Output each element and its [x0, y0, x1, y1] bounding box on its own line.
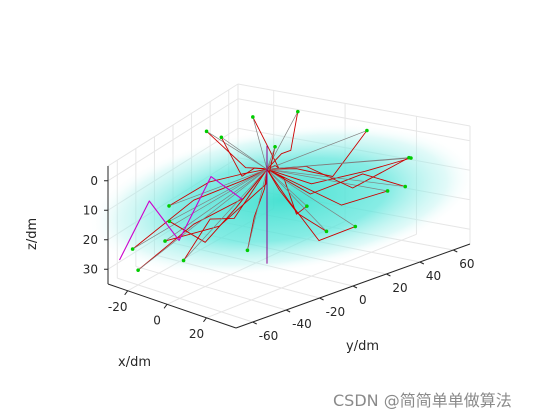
start-marker: [353, 224, 358, 229]
x-tick-label: 20: [189, 327, 204, 341]
y-tick: [285, 309, 291, 313]
x-axis-label: x/dm: [118, 355, 151, 370]
hub-line: [266, 168, 406, 187]
x-tick: [124, 290, 129, 296]
y-tick: [453, 249, 458, 253]
hub-line: [221, 136, 268, 170]
hub-line: [266, 157, 409, 170]
grid-line: [135, 265, 287, 311]
y-tick: [319, 297, 324, 301]
start-marker: [167, 204, 171, 208]
x-tick: [203, 317, 207, 323]
z-tick-label: 10: [83, 203, 98, 217]
x-tick-label: -20: [108, 300, 128, 314]
hub-line: [183, 169, 268, 261]
y-axis-label: y/dm: [346, 339, 379, 354]
z-tick-label: 20: [83, 233, 98, 247]
start-marker: [403, 184, 408, 189]
hub-line: [266, 169, 327, 232]
y-tick-label: -60: [259, 329, 279, 343]
y-tick-label: 40: [426, 269, 441, 283]
magenta-trajectory: [119, 176, 243, 261]
hub-line: [266, 168, 356, 227]
hub-line: [169, 168, 268, 222]
start-marker: [130, 247, 135, 251]
trajectory-line: [266, 111, 299, 170]
z-tick-label: 30: [83, 262, 98, 276]
trajectory-line: [266, 157, 412, 185]
box-edge: [107, 83, 239, 167]
trajectory-line: [168, 168, 268, 207]
start-marker: [305, 204, 309, 208]
z-axis-label: z/dm: [25, 218, 40, 250]
hub-line: [137, 168, 268, 271]
y-tick-label: 20: [392, 281, 407, 295]
surface-glow: [88, 123, 476, 277]
hub-line: [168, 168, 268, 207]
trajectory-line: [169, 168, 268, 243]
y-tick-label: 0: [359, 293, 367, 307]
x-tick-label: 0: [153, 313, 161, 327]
y-tick-label: -20: [326, 305, 346, 319]
trajectory-line: [266, 130, 368, 177]
start-marker: [219, 135, 224, 140]
cyan-surface: [88, 123, 476, 277]
grid-line: [117, 277, 253, 323]
hub-line: [247, 169, 268, 251]
start-marker: [136, 268, 140, 272]
box-edge: [237, 83, 471, 127]
start-marker: [273, 144, 277, 149]
start-marker: [385, 189, 390, 193]
start-marker: [204, 129, 209, 134]
y-tick: [419, 261, 425, 265]
y-tick: [386, 273, 391, 277]
axes: [104, 166, 471, 329]
start-marker: [181, 258, 186, 263]
trajectory-line: [220, 137, 268, 177]
tick-labels: -20 0 20 -60 -40 -20 0 20 40 60 0 10 20 30: [83, 174, 475, 343]
grid-line: [237, 98, 471, 142]
start-marker: [251, 115, 255, 119]
hub-line: [266, 146, 276, 170]
hub-line: [206, 131, 268, 170]
trajectories: [119, 109, 413, 272]
start-marker: [163, 239, 167, 243]
start-marker: [365, 128, 369, 133]
x-axis-line: [107, 283, 237, 329]
trajectory-line: [266, 168, 388, 206]
z-tick-label: 0: [90, 174, 98, 188]
watermark: CSDN @简简单单做算法: [333, 391, 512, 410]
hub-line: [266, 168, 388, 192]
start-marker: [167, 219, 172, 224]
trajectory-line: [266, 168, 327, 232]
trajectory-line: [266, 168, 406, 195]
start-marker: [245, 248, 250, 253]
y-tick: [252, 321, 257, 325]
hub-line: [252, 116, 268, 170]
trajectory-line: [132, 168, 268, 250]
hub-line: [266, 168, 308, 207]
y-tick: [352, 285, 358, 289]
x-tick: [163, 304, 168, 309]
hub-line: [132, 168, 268, 250]
start-marker: [324, 229, 329, 234]
trajectory-line: [247, 169, 268, 251]
trajectory-line: [266, 168, 356, 242]
hub-line: [266, 130, 368, 170]
y-tick-label: 60: [459, 257, 474, 271]
y-tick-label: -40: [292, 317, 312, 331]
start-marker: [296, 109, 300, 114]
start-marker: [407, 155, 411, 160]
